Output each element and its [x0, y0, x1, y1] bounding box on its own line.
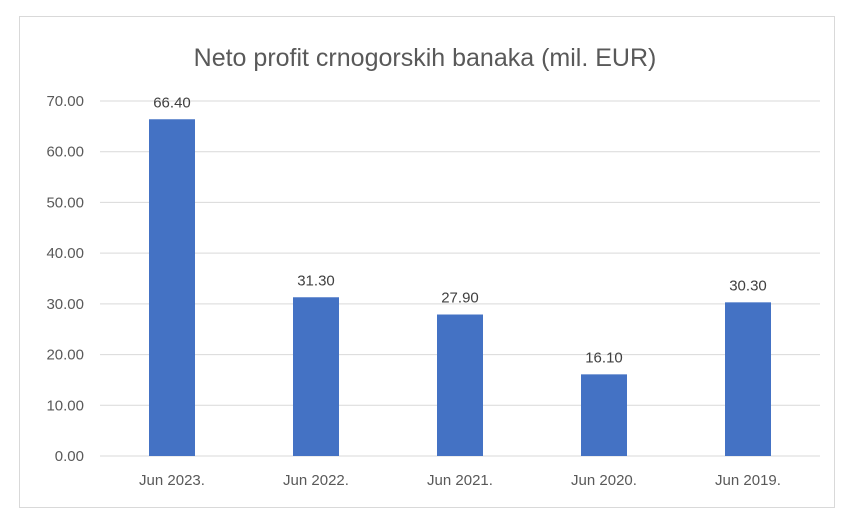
y-tick-label: 50.00 [46, 194, 84, 211]
bar [149, 119, 195, 456]
chart-title: Neto profit crnogorskih banaka (mil. EUR… [193, 44, 657, 72]
data-label: 16.10 [585, 349, 623, 366]
x-tick-label: Jun 2022. [283, 472, 349, 489]
data-label: 66.40 [153, 94, 191, 111]
data-label: 30.30 [729, 277, 767, 294]
y-tick-label: 10.00 [46, 397, 84, 414]
bar [437, 314, 483, 456]
y-tick-label: 20.00 [46, 347, 84, 364]
x-tick-label: Jun 2021. [427, 472, 493, 489]
x-tick-label: Jun 2023. [139, 472, 205, 489]
bar [581, 374, 627, 456]
data-label: 27.90 [441, 290, 479, 307]
bar [725, 302, 771, 456]
y-tick-label: 30.00 [46, 296, 84, 313]
bar [293, 297, 339, 456]
x-tick-label: Jun 2019. [715, 472, 781, 489]
x-tick-label: Jun 2020. [571, 472, 637, 489]
data-label: 31.30 [297, 272, 335, 289]
y-tick-label: 60.00 [46, 144, 84, 161]
y-tick-label: 40.00 [46, 245, 84, 262]
y-tick-label: 0.00 [55, 448, 84, 465]
y-tick-label: 70.00 [46, 93, 84, 110]
